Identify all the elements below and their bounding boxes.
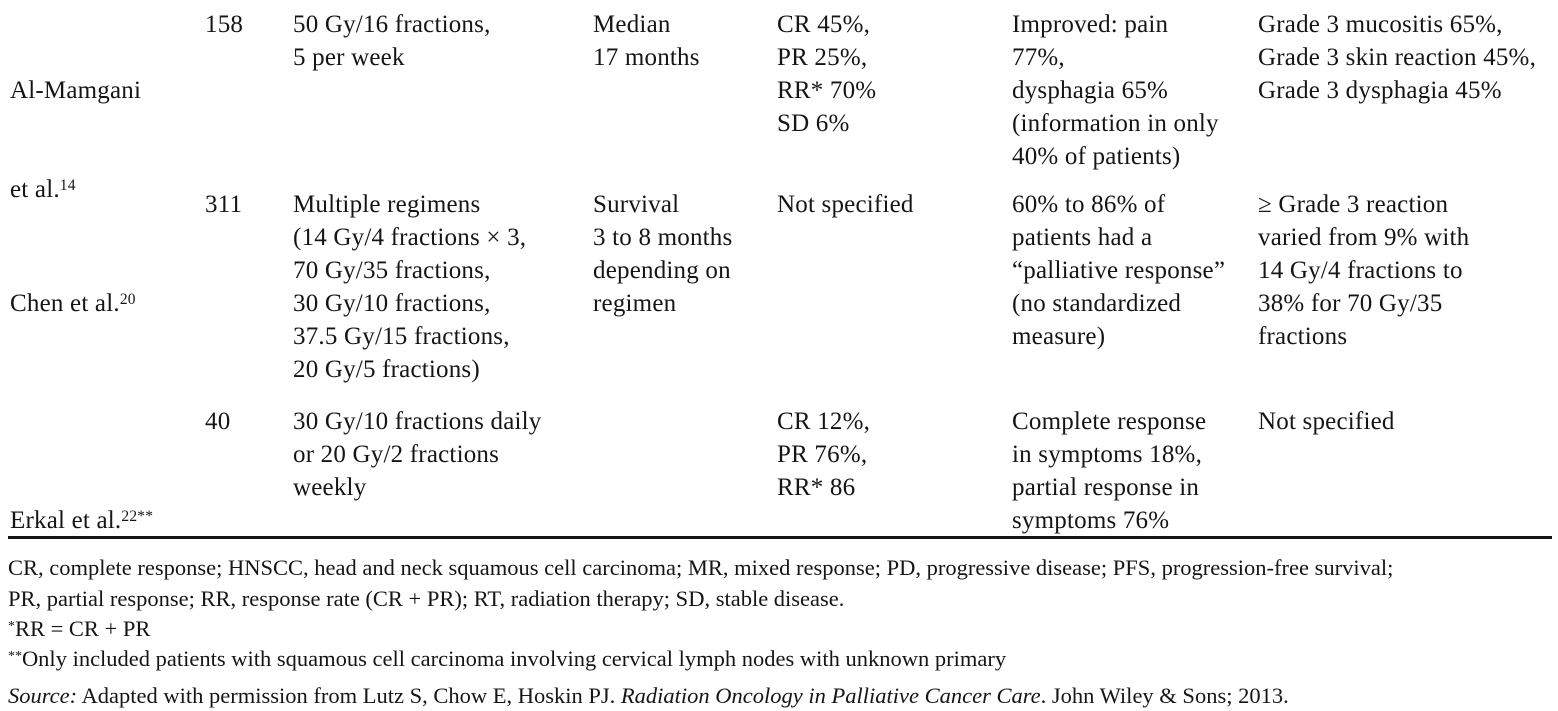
footnote-star: *RR = CR + PR: [8, 614, 1558, 644]
footnote-star-text: RR = CR + PR: [14, 616, 151, 641]
source-text-end: . John Wiley & Sons; 2013.: [1040, 683, 1289, 708]
double-asterisk-marker: **: [8, 648, 22, 664]
source-label: Source:: [8, 683, 78, 708]
response-cell: Not specified: [777, 191, 914, 218]
regimen-cell: Multiple regimens (14 Gy/4 fractions × 3…: [293, 191, 527, 383]
table-row: Erkal et al.22** 40 30 Gy/10 fractions d…: [10, 405, 1558, 536]
n-patients-cell: 158: [205, 11, 244, 38]
toxicity-cell: Grade 3 mucositis 65%, Grade 3 skin reac…: [1258, 11, 1537, 104]
asterisk-marker: *: [8, 618, 15, 634]
study-name-line1: Al-Mamgani: [10, 77, 142, 104]
n-patients-cell: 40: [205, 408, 231, 435]
table-bottom-rule: [8, 536, 1552, 539]
source-line: Source: Adapted with permission from Lut…: [8, 681, 1558, 711]
source-book-title: Radiation Oncology in Palliative Cancer …: [620, 683, 1041, 708]
study-cell: Erkal et al.22**: [10, 405, 195, 603]
symptom-response-cell: Improved: pain 77%, dysphagia 65% (infor…: [1012, 11, 1219, 170]
response-cell: CR 45%, PR 25%, RR* 70% SD 6%: [777, 11, 877, 137]
clinical-studies-table: Al-Mamgani et al.14 158 50 Gy/16 fractio…: [10, 0, 1558, 536]
study-cell: Al-Mamgani et al.14: [10, 8, 195, 272]
table-row: Chen et al.20 311 Multiple regimens (14 …: [10, 188, 1558, 405]
survival-cell: Median 17 months: [593, 11, 700, 71]
footnotes: CR, complete response; HNSCC, head and n…: [0, 552, 1558, 711]
reference-superscript: 20: [119, 291, 136, 309]
study-name-text: et al.: [10, 176, 60, 203]
study-name-line2: Erkal et al.22**: [10, 504, 195, 537]
study-name-text: Erkal et al.: [10, 507, 122, 534]
footnote-double-star-text: Only included patients with squamous cel…: [21, 646, 1007, 671]
study-name-line2: et al.14: [10, 173, 195, 206]
abbreviations-note: CR, complete response; HNSCC, head and n…: [8, 555, 1394, 611]
study-name-text: Chen et al.: [10, 290, 120, 317]
table-row: Al-Mamgani et al.14 158 50 Gy/16 fractio…: [10, 0, 1558, 203]
regimen-cell: 30 Gy/10 fractions daily or 20 Gy/2 frac…: [293, 408, 542, 501]
regimen-cell: 50 Gy/16 fractions, 5 per week: [293, 11, 491, 71]
n-patients-cell: 311: [205, 191, 243, 218]
footnote-double-star: **Only included patients with squamous c…: [8, 644, 1558, 674]
source-text: Adapted with permission from Lutz S, Cho…: [77, 683, 621, 708]
reference-superscript: 22**: [121, 508, 154, 526]
toxicity-cell: Not specified: [1258, 408, 1395, 435]
reference-superscript: 14: [59, 177, 76, 195]
study-cell: Chen et al.20: [10, 188, 195, 386]
symptom-response-cell: 60% to 86% of patients had a “palliative…: [1012, 191, 1226, 350]
toxicity-cell: ≥ Grade 3 reaction varied from 9% with 1…: [1258, 191, 1470, 350]
symptom-response-cell: Complete response in symptoms 18%, parti…: [1012, 408, 1207, 534]
survival-cell: Survival 3 to 8 months depending on regi…: [593, 191, 733, 317]
response-cell: CR 12%, PR 76%, RR* 86: [777, 408, 871, 501]
study-name-line2: Chen et al.20: [10, 287, 195, 320]
